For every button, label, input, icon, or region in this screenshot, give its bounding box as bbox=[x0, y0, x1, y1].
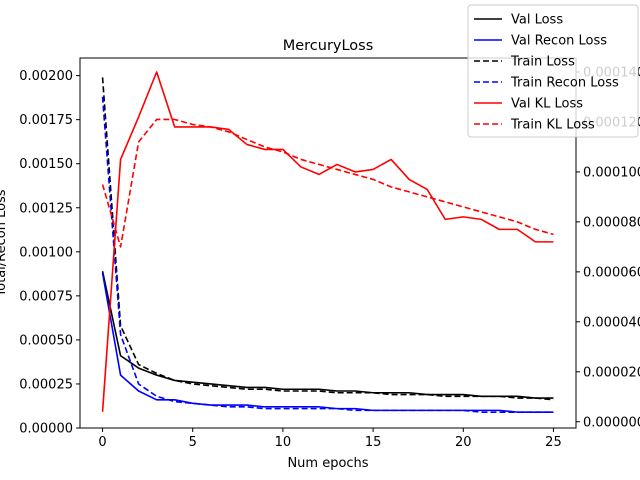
legend-label: Val KL Loss bbox=[511, 97, 583, 112]
x-tick-label: 0 bbox=[98, 435, 106, 450]
y2-tick-label: 0.000000 bbox=[583, 415, 640, 430]
y-tick-label: 0.00175 bbox=[19, 113, 73, 128]
x-tick-label: 10 bbox=[275, 435, 292, 450]
chart-title: MercuryLoss bbox=[283, 38, 374, 54]
y2-tick-label: 0.000100 bbox=[583, 165, 640, 180]
legend-label: Train Recon Loss bbox=[510, 76, 619, 91]
legend-label: Train KL Loss bbox=[510, 118, 595, 133]
y-tick-label: 0.00125 bbox=[19, 201, 73, 216]
x-tick-label: 5 bbox=[189, 435, 197, 450]
x-tick-label: 20 bbox=[455, 435, 472, 450]
y2-tick-label: 0.000060 bbox=[583, 265, 640, 280]
series-line-6 bbox=[101, 118, 554, 248]
y-tick-label: 0.00150 bbox=[19, 157, 73, 172]
series-layer bbox=[101, 71, 554, 413]
legend: Val Loss Val Recon Loss Train Loss Train Re… bbox=[467, 4, 639, 138]
y-tick-label: 0.00025 bbox=[19, 377, 73, 392]
legend-label: Val Recon Loss bbox=[511, 34, 607, 49]
y2-tick-label: 0.000080 bbox=[583, 215, 640, 230]
series-line-4 bbox=[101, 96, 554, 413]
y2-tick-label: 0.000020 bbox=[583, 365, 640, 380]
y-tick-label: 0.00100 bbox=[19, 245, 73, 260]
x-tick-label: 15 bbox=[365, 435, 382, 450]
y-axis-label: Total/Recon Loss bbox=[0, 189, 9, 297]
series-line-2 bbox=[101, 272, 554, 413]
series-line-5 bbox=[101, 71, 554, 412]
legend-label: Val Loss bbox=[511, 13, 563, 28]
y-tick-label: 0.00200 bbox=[19, 69, 73, 84]
legend-label: Train Loss bbox=[510, 55, 575, 70]
series-line-3 bbox=[101, 77, 554, 401]
y-tick-label: 0.00050 bbox=[19, 333, 73, 348]
y-tick-label: 0.00000 bbox=[19, 422, 73, 437]
axes-layer bbox=[79, 57, 577, 429]
y2-tick-label: 0.000040 bbox=[583, 315, 640, 330]
x-tick-label: 25 bbox=[545, 435, 562, 450]
x-axis-label: Num epochs bbox=[287, 456, 368, 471]
legend-box bbox=[467, 4, 639, 138]
y-tick-label: 0.00075 bbox=[19, 289, 73, 304]
plot-frame bbox=[79, 57, 577, 429]
